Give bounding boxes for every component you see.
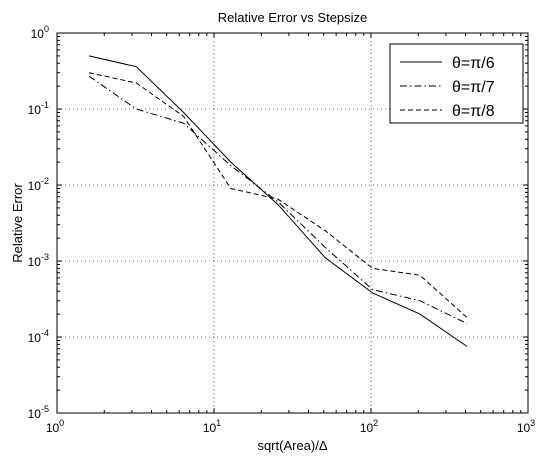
y-tick-label: 10-5 xyxy=(28,404,49,421)
y-tick-label: 10-3 xyxy=(28,252,49,269)
x-tick-label: 103 xyxy=(517,418,535,435)
x-tick-label: 102 xyxy=(360,418,378,435)
x-axis-label: sqrt(Area)/Δ xyxy=(257,438,327,453)
y-tick-label: 10-2 xyxy=(28,176,49,193)
y-tick-label: 10-4 xyxy=(28,328,49,345)
chart-title: Relative Error vs Stepsize xyxy=(218,10,368,25)
plot-series xyxy=(88,55,468,347)
x-tick-label: 100 xyxy=(46,418,64,435)
series-line-3 xyxy=(88,72,468,318)
series-line-2 xyxy=(88,75,468,325)
series-line-1 xyxy=(88,55,468,347)
y-tick-label: 100 xyxy=(31,24,49,41)
legend-label-2: θ=π/7 xyxy=(452,79,495,96)
legend-label-3: θ=π/8 xyxy=(452,103,495,120)
legend-label-1: θ=π/6 xyxy=(452,55,495,72)
legend: θ=π/6 θ=π/7 θ=π/8 xyxy=(389,43,524,124)
x-tick-label: 101 xyxy=(203,418,221,435)
y-axis-label: Relative Error xyxy=(10,183,25,263)
plot-area-frame xyxy=(56,32,529,414)
axis-ticks: 100 101 102 103 10-5 10-4 10-3 10-2 10-1 100 xyxy=(28,24,536,435)
y-tick-label: 10-1 xyxy=(28,100,49,117)
